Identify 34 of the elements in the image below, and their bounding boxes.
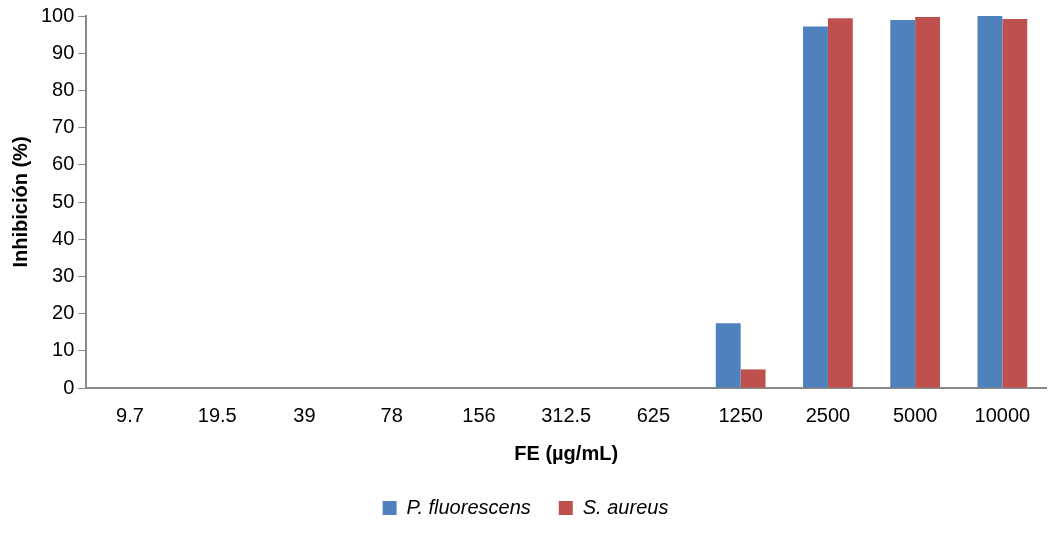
- y-tick-label: 0: [63, 375, 75, 398]
- bar: [977, 16, 1003, 388]
- x-tick-label: 312.5: [541, 403, 592, 426]
- y-tick-label: 70: [52, 115, 75, 138]
- y-tick-label: 80: [52, 77, 75, 100]
- bar: [890, 20, 916, 388]
- bar: [827, 18, 853, 388]
- x-tick-label: 39: [293, 403, 316, 426]
- y-axis-title: Inhibición (%): [8, 136, 31, 268]
- x-tick-label: 10000: [974, 403, 1031, 426]
- x-tick-label: 2500: [805, 403, 851, 426]
- y-tick-label: 10: [52, 338, 75, 361]
- legend-label: S. aureus: [582, 495, 669, 518]
- bar: [1002, 18, 1028, 388]
- bar: [715, 323, 741, 388]
- y-tick-label: 30: [52, 263, 75, 286]
- x-axis-title: FE (µg/mL): [514, 441, 619, 464]
- x-tick-label: 625: [636, 403, 671, 426]
- legend-label: P. fluorescens: [406, 495, 531, 518]
- x-tick-label: 156: [462, 403, 496, 426]
- y-tick-label: 90: [52, 40, 75, 63]
- bar: [915, 17, 940, 388]
- x-tick-label: 19.5: [197, 403, 237, 426]
- y-tick-label: 60: [52, 152, 75, 175]
- x-tick-label: 1250: [718, 403, 763, 426]
- bar: [740, 369, 766, 388]
- x-tick-label: 5000: [892, 403, 938, 426]
- y-tick-label: 20: [52, 301, 75, 324]
- y-tick-label: 100: [40, 3, 75, 26]
- y-tick-label: 40: [52, 226, 75, 249]
- x-tick-label: 78: [380, 403, 403, 426]
- bar: [803, 26, 828, 388]
- x-tick-label: 9.7: [116, 403, 144, 426]
- y-tick-label: 50: [52, 189, 75, 212]
